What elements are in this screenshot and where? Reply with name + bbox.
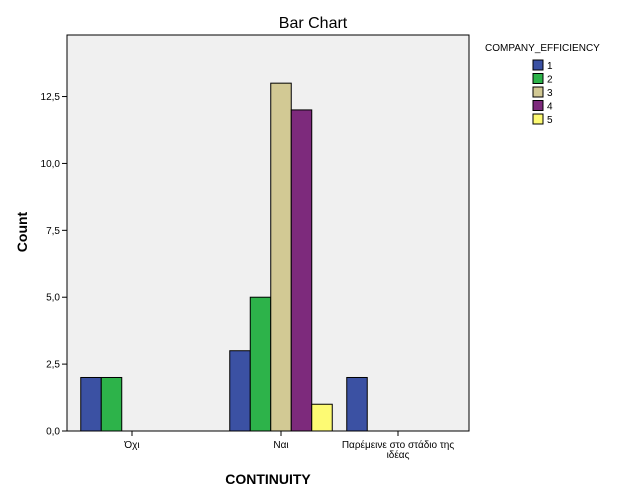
- legend: COMPANY_EFFICIENCY 1 2 3 4 5: [485, 43, 600, 126]
- legend-swatch-5: [532, 113, 544, 125]
- legend-swatch-3: [532, 86, 544, 98]
- y-axis: 0,0 2,5 5,0 7,5 10,0 12,5: [41, 92, 67, 438]
- legend-label-4: 4: [547, 102, 553, 113]
- chart-title: Bar Chart: [279, 15, 348, 32]
- x-tick-label: ιδέας: [387, 449, 410, 461]
- bar-series-1-cat-2: [229, 350, 251, 432]
- legend-swatch-2: [532, 73, 544, 84]
- bar-series-1-cat-1: [80, 376, 102, 432]
- y-tick-label: 0,0: [46, 427, 60, 438]
- bar-series-2-cat-2: [249, 296, 272, 432]
- x-tick-label: Όχι: [123, 440, 139, 451]
- bar-series-3-cat-2: [270, 82, 292, 432]
- legend-title: COMPANY_EFFICIENCY: [485, 43, 600, 54]
- y-tick-label: 12,5: [41, 92, 61, 103]
- legend-label-5: 5: [547, 115, 553, 126]
- x-axis-title: CONTINUITY: [225, 471, 311, 487]
- bars-group: [80, 82, 368, 432]
- legend-label-1: 1: [547, 61, 553, 72]
- y-tick-label: 5,0: [46, 293, 60, 304]
- bar-series-2-cat-1: [100, 376, 123, 432]
- y-tick-label: 10,0: [41, 159, 61, 170]
- bar-series-5-cat-2: [311, 403, 333, 432]
- x-tick-label: Παρέμεινε στο στάδιο της: [342, 439, 455, 451]
- y-tick-label: 2,5: [46, 360, 60, 371]
- bar-series-4-cat-2: [290, 109, 313, 432]
- legend-swatch-4: [532, 100, 544, 111]
- legend-swatch-1: [532, 59, 544, 71]
- bar-series-1-cat-3: [346, 376, 368, 432]
- y-axis-title: Count: [14, 211, 30, 252]
- legend-label-2: 2: [547, 75, 553, 86]
- legend-label-3: 3: [547, 88, 553, 99]
- y-tick-label: 7,5: [46, 226, 60, 237]
- x-tick-label: Ναι: [273, 440, 288, 451]
